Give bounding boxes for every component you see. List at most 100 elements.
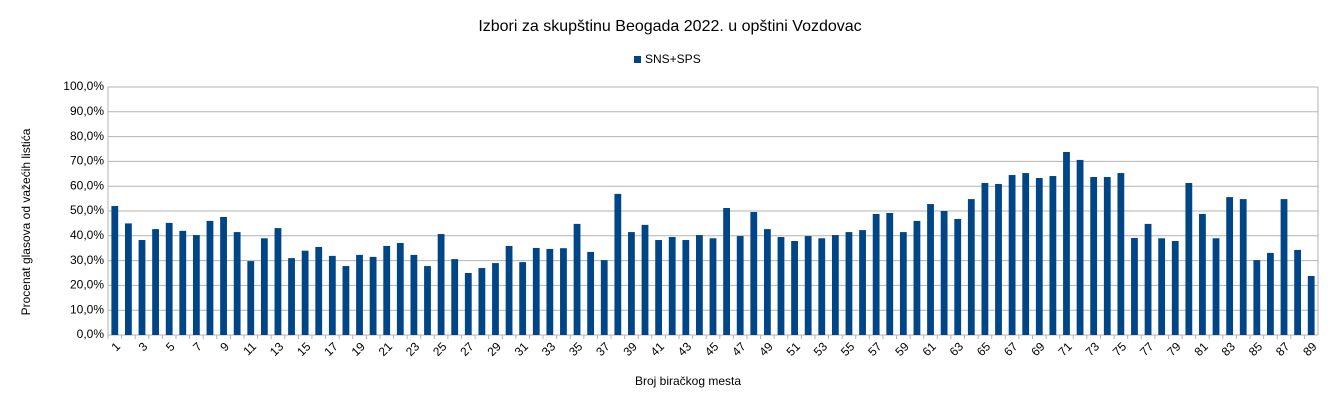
bar (709, 238, 717, 335)
x-tick-label: 65 (974, 339, 994, 359)
x-tick-label: 1 (109, 339, 124, 354)
bar (668, 237, 676, 335)
x-tick-label: 89 (1300, 339, 1320, 359)
x-tick-label: 39 (620, 339, 640, 359)
bar (628, 232, 635, 335)
bar (369, 256, 377, 335)
y-tick-label: 90,0% (70, 104, 104, 118)
bar (451, 259, 459, 335)
x-tick-label: 31 (512, 339, 532, 359)
bar (750, 211, 758, 335)
bar (206, 220, 214, 335)
bar (573, 223, 581, 335)
y-tick-label: 30,0% (70, 253, 104, 267)
y-tick-label: 60,0% (70, 178, 104, 192)
x-tick-label: 29 (484, 339, 504, 359)
x-tick-label: 51 (784, 339, 804, 359)
x-tick-label: 43 (675, 339, 695, 359)
x-tick-label: 77 (1137, 339, 1157, 359)
x-tick-label: 37 (593, 339, 613, 359)
bar (1171, 241, 1179, 335)
x-tick-label: 71 (1056, 339, 1076, 359)
x-tick-label: 35 (566, 339, 586, 359)
bar (791, 241, 798, 335)
x-tick-label: 57 (865, 339, 885, 359)
x-tick-label: 5 (163, 339, 178, 354)
bar (424, 266, 431, 335)
bar (124, 223, 132, 335)
x-tick-label: 61 (920, 339, 940, 359)
bar (546, 248, 554, 335)
x-tick-label: 55 (838, 339, 858, 359)
x-tick-label: 69 (1028, 339, 1048, 359)
bar (1307, 275, 1315, 335)
bar (872, 213, 880, 335)
x-tick-label: 17 (321, 339, 341, 359)
bar (899, 232, 907, 335)
bar (641, 224, 649, 335)
bar (1131, 238, 1138, 335)
bar (505, 245, 513, 335)
bar (111, 206, 119, 335)
bar (1076, 159, 1084, 335)
chart-title: Izbori za skupštinu Beogada 2022. u opšt… (478, 18, 861, 35)
bar (940, 211, 948, 335)
y-tick-label: 10,0% (70, 302, 104, 316)
bar (682, 240, 690, 335)
x-tick-label: 87 (1273, 339, 1293, 359)
bar (831, 235, 839, 335)
bar (967, 199, 975, 335)
bar (1226, 197, 1234, 335)
bar (165, 222, 173, 335)
bar (220, 216, 227, 335)
bar (247, 261, 255, 335)
bar (818, 238, 826, 335)
bar (1008, 175, 1016, 335)
bar (464, 273, 472, 335)
bar (288, 258, 295, 335)
bar (492, 263, 499, 335)
bar (587, 251, 595, 335)
x-tick-label: 81 (1191, 339, 1211, 359)
bar (1103, 177, 1111, 335)
y-tick-label: 80,0% (70, 129, 104, 143)
x-tick-label: 73 (1083, 339, 1103, 359)
bar (1063, 151, 1070, 335)
bar (383, 245, 391, 335)
x-tick-label: 83 (1219, 339, 1239, 359)
bar (723, 208, 730, 335)
x-tick-label: 25 (430, 339, 450, 359)
bar (913, 220, 921, 335)
bar (1294, 249, 1302, 335)
bar (396, 242, 404, 335)
x-tick-label: 11 (240, 339, 259, 358)
x-tick-label: 49 (756, 339, 776, 359)
bar (274, 228, 282, 335)
x-tick-label: 41 (648, 339, 668, 359)
bar (777, 237, 785, 335)
bar (614, 193, 622, 335)
x-tick-label: 67 (1001, 339, 1021, 359)
bar (179, 230, 187, 335)
bar (152, 229, 159, 335)
bar (1158, 238, 1166, 335)
bar (927, 204, 934, 335)
bar (763, 229, 771, 335)
bar (886, 212, 894, 335)
legend-label: SNS+SPS (645, 52, 701, 66)
bar (600, 260, 608, 335)
bar (845, 232, 853, 335)
bar (301, 250, 309, 335)
y-tick-label: 50,0% (70, 203, 104, 217)
bar (138, 240, 146, 335)
bar (1199, 213, 1206, 335)
y-tick-label: 0,0% (77, 327, 105, 341)
bar (328, 255, 336, 335)
bar (1212, 238, 1220, 335)
bar (519, 262, 527, 335)
bar (356, 254, 363, 335)
bar (233, 232, 241, 335)
bar (315, 246, 323, 335)
x-tick-label: 79 (1164, 339, 1184, 359)
bar (478, 268, 486, 335)
